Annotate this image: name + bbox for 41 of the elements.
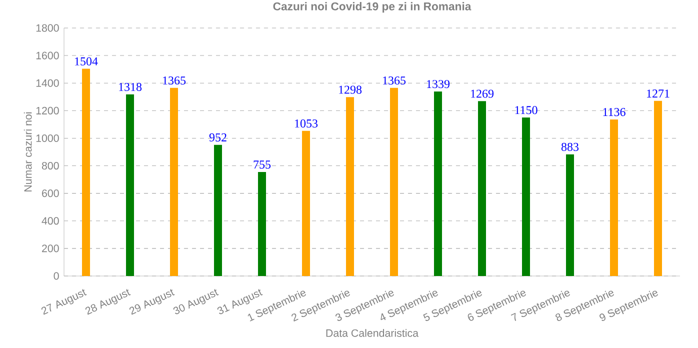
chart-title: Cazuri noi Covid-19 pe zi in Romania [273,2,472,13]
y-tick-label: 200 [42,244,59,252]
y-tick-label: 0 [54,272,59,280]
x-axis-title: Data Calendaristica [326,329,419,337]
y-tick-label: 1600 [36,52,59,60]
bar [390,88,398,276]
bar [302,130,310,276]
data-label: 1271 [647,90,670,98]
bar [82,68,90,276]
data-label: 883 [561,142,579,151]
y-tick-label: 400 [42,217,59,225]
data-label: 1053 [295,119,318,128]
bar [126,94,134,276]
y-tick-label: 1800 [36,24,59,32]
data-label: 1318 [119,82,142,92]
bar [566,154,574,276]
bar [258,172,266,276]
y-tick-label: 1400 [36,79,59,87]
data-label: 1339 [427,80,450,88]
y-tick-label: 1000 [36,134,59,142]
data-label: 1365 [163,76,186,85]
bar [214,144,222,276]
data-label: 1150 [515,106,538,114]
bar [478,101,486,276]
y-tick-label: 600 [42,190,59,198]
y-axis-title: Numar cazuri noi [24,112,32,192]
data-label: 1504 [75,57,98,66]
bar [170,88,178,276]
bar [522,118,530,276]
bar [610,119,618,276]
data-label: 1298 [339,86,362,94]
bar [654,100,662,276]
bar [346,97,354,276]
data-label: 952 [209,133,226,142]
data-label: 755 [254,160,271,169]
y-tick-label: 800 [42,162,59,170]
bar [434,92,442,276]
data-label: 1269 [471,90,494,98]
data-label: 1136 [603,108,626,116]
data-label: 1365 [383,76,406,85]
y-tick-label: 1200 [36,106,59,114]
